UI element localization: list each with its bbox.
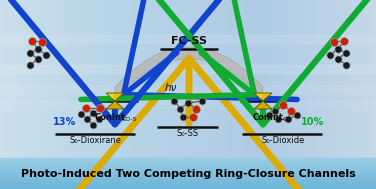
Bar <box>0 176 376 177</box>
Text: CC: CC <box>283 117 291 122</box>
Bar <box>0 177 376 178</box>
Bar <box>0 186 376 187</box>
Bar <box>0 85 376 93</box>
Bar <box>0 162 376 163</box>
Text: hν: hν <box>165 83 177 93</box>
Bar <box>0 65 376 73</box>
Bar <box>0 167 376 168</box>
Bar <box>0 184 376 185</box>
Bar <box>0 166 376 167</box>
Polygon shape <box>254 93 272 101</box>
Polygon shape <box>254 101 272 109</box>
Bar <box>0 173 376 174</box>
Bar <box>0 163 376 164</box>
Text: FC-SS: FC-SS <box>171 36 207 46</box>
Bar <box>0 181 376 182</box>
Text: 10%: 10% <box>301 117 324 127</box>
Bar <box>0 174 376 175</box>
Text: CO-S: CO-S <box>121 117 137 122</box>
Bar <box>0 165 376 166</box>
FancyArrowPatch shape <box>0 0 240 124</box>
Polygon shape <box>106 101 124 109</box>
Bar <box>0 35 376 43</box>
Bar <box>0 170 376 171</box>
FancyArrowPatch shape <box>81 0 255 99</box>
Bar <box>0 100 376 108</box>
Bar <box>0 169 376 170</box>
Bar <box>0 180 376 181</box>
FancyArrowPatch shape <box>64 58 314 189</box>
Bar <box>0 161 376 162</box>
Text: S₀-SS: S₀-SS <box>177 129 199 138</box>
FancyArrowPatch shape <box>138 0 376 124</box>
Text: 13%: 13% <box>53 117 76 127</box>
Text: ConInt: ConInt <box>94 113 126 122</box>
Bar <box>0 160 376 161</box>
Bar <box>0 185 376 186</box>
Bar <box>0 171 376 172</box>
Polygon shape <box>256 94 263 99</box>
Bar <box>0 175 376 176</box>
Bar <box>0 178 376 179</box>
Bar <box>0 168 376 169</box>
FancyArrowPatch shape <box>124 0 297 99</box>
Polygon shape <box>106 93 124 101</box>
Text: S₀-Dioxide: S₀-Dioxide <box>261 136 305 145</box>
Bar <box>0 187 376 188</box>
Text: Photo-Induced Two Competing Ring-Closure Channels: Photo-Induced Two Competing Ring-Closure… <box>21 169 355 179</box>
Polygon shape <box>115 47 263 99</box>
Polygon shape <box>108 94 115 99</box>
Bar <box>0 183 376 184</box>
Bar <box>0 179 376 180</box>
Text: S₀-Dioxirane: S₀-Dioxirane <box>69 136 121 145</box>
Bar <box>0 172 376 173</box>
Bar <box>0 188 376 189</box>
Bar <box>0 158 376 159</box>
Bar <box>0 182 376 183</box>
Bar <box>0 164 376 165</box>
Bar <box>0 159 376 160</box>
Text: ConInt: ConInt <box>253 113 284 122</box>
Bar <box>0 158 376 189</box>
